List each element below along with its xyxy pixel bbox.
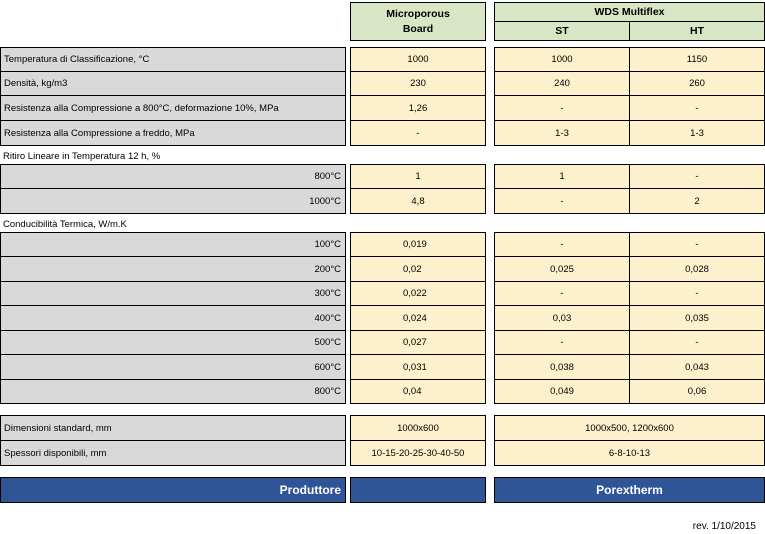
row-label: Temperatura di Classificazione, °C xyxy=(0,47,346,72)
value-ht: 260 xyxy=(629,71,765,96)
value-st: 0,03 xyxy=(494,305,630,331)
value-micro: 0,02 xyxy=(350,256,486,282)
row-label: 200°C xyxy=(0,256,346,282)
row-label: 500°C xyxy=(0,330,346,355)
row-label: Densità, kg/m3 xyxy=(0,71,346,96)
value-st: 1000 xyxy=(494,47,630,72)
header-ht: HT xyxy=(629,21,765,41)
thickness-wds: 6-8-10-13 xyxy=(494,440,765,466)
value-ht: 0,043 xyxy=(629,354,765,380)
value-micro: - xyxy=(350,120,486,146)
revision-note: rev. 1/10/2015 xyxy=(692,521,756,532)
value-ht: - xyxy=(629,330,765,355)
thickness-label: Spessori disponibili, mm xyxy=(0,440,346,466)
value-ht: - xyxy=(629,164,765,189)
value-micro: 1,26 xyxy=(350,95,486,121)
header-st: ST xyxy=(494,21,630,41)
row-label: Resistenza alla Compressione a freddo, M… xyxy=(0,120,346,146)
value-st: - xyxy=(494,232,630,257)
thickness-micro: 10-15-20-25-30-40-50 xyxy=(350,440,486,466)
value-micro: 1 xyxy=(350,164,486,189)
value-st: - xyxy=(494,188,630,214)
section-title-conductivity: Conducibilità Termica, W/m.K xyxy=(3,219,127,230)
value-micro: 4,8 xyxy=(350,188,486,214)
producer-label: Produttore xyxy=(0,477,346,503)
value-ht: 2 xyxy=(629,188,765,214)
value-ht: 0,035 xyxy=(629,305,765,331)
value-micro: 230 xyxy=(350,71,486,96)
value-micro: 0,024 xyxy=(350,305,486,331)
value-st: 0,025 xyxy=(494,256,630,282)
value-st: 0,049 xyxy=(494,379,630,404)
row-label: 600°C xyxy=(0,354,346,380)
producer-micro xyxy=(350,477,486,503)
header-wds-multiflex: WDS Multiflex xyxy=(494,2,765,22)
value-ht: - xyxy=(629,95,765,121)
header-microporous-board: Microporous Board xyxy=(350,2,486,41)
section-title-shrinkage: Ritiro Lineare in Temperatura 12 h, % xyxy=(3,151,161,162)
row-label: Resistenza alla Compressione a 800°C, de… xyxy=(0,95,346,121)
value-micro: 0,04 xyxy=(350,379,486,404)
value-ht: 1-3 xyxy=(629,120,765,146)
value-st: - xyxy=(494,95,630,121)
value-ht: 0,028 xyxy=(629,256,765,282)
value-st: 0,038 xyxy=(494,354,630,380)
row-label: 100°C xyxy=(0,232,346,257)
value-ht: 1150 xyxy=(629,47,765,72)
value-st: 1 xyxy=(494,164,630,189)
dimensions-micro: 1000x600 xyxy=(350,415,486,441)
row-label: 800°C xyxy=(0,379,346,404)
row-label: 400°C xyxy=(0,305,346,331)
value-micro: 0,022 xyxy=(350,281,486,306)
value-st: 1-3 xyxy=(494,120,630,146)
row-label: 300°C xyxy=(0,281,346,306)
value-st: 240 xyxy=(494,71,630,96)
dimensions-label: Dimensioni standard, mm xyxy=(0,415,346,441)
value-micro: 0,027 xyxy=(350,330,486,355)
row-label: 800°C xyxy=(0,164,346,189)
value-micro: 1000 xyxy=(350,47,486,72)
value-micro: 0,019 xyxy=(350,232,486,257)
value-ht: - xyxy=(629,281,765,306)
value-ht: 0,06 xyxy=(629,379,765,404)
producer-wds: Porextherm xyxy=(494,477,765,503)
value-micro: 0,031 xyxy=(350,354,486,380)
dimensions-wds: 1000x500, 1200x600 xyxy=(494,415,765,441)
value-ht: - xyxy=(629,232,765,257)
value-st: - xyxy=(494,330,630,355)
row-label: 1000°C xyxy=(0,188,346,214)
value-st: - xyxy=(494,281,630,306)
